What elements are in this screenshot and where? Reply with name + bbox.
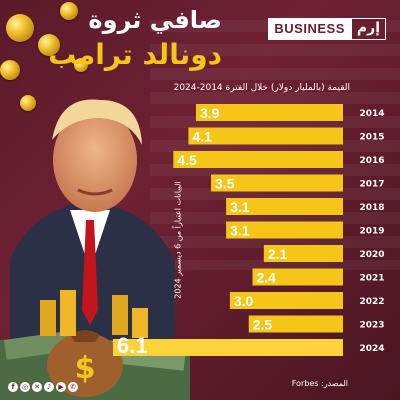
tiktok-icon[interactable]: ♪ (44, 382, 54, 392)
bar-value-label: 4.1 (192, 129, 212, 145)
year-label: 2021 (359, 274, 384, 284)
bar-value-label: 3.1 (230, 223, 250, 239)
brand-logo: BUSINESS إرم (268, 18, 386, 40)
title-line-2: دونالد ترامب (48, 38, 222, 71)
coin-decoration (6, 14, 34, 42)
year-label: 2016 (359, 156, 384, 166)
x-icon[interactable]: ✕ (32, 382, 42, 392)
coin-decoration (20, 95, 36, 111)
facebook-icon[interactable]: f (8, 382, 18, 392)
coin-decoration (38, 34, 60, 56)
bar-2018 (226, 198, 343, 215)
coin-decoration (74, 58, 88, 72)
year-label: 2020 (359, 250, 384, 260)
social-icons: f ◎ ✕ ♪ ▶ ✆ (8, 382, 78, 392)
bar-2014 (195, 104, 343, 121)
year-label: 2017 (359, 180, 384, 190)
bar-2016 (173, 151, 343, 168)
bar-value-label: 4.5 (177, 152, 197, 168)
bar-value-label: 2.1 (268, 246, 288, 262)
svg-text:$: $ (75, 351, 96, 386)
bar-2023 (248, 315, 343, 333)
year-label: 2018 (359, 203, 384, 213)
year-label: 2022 (359, 297, 384, 307)
bar-2019 (226, 221, 343, 239)
date-note: البيانات اعتباراً من 6 ديسمبر 2024 (173, 181, 183, 299)
year-label: 2019 (359, 227, 384, 237)
youtube-icon[interactable]: ▶ (56, 382, 66, 392)
bar-value-label: 3.9 (200, 105, 220, 121)
bar-2022 (229, 292, 343, 309)
year-label: 2023 (359, 321, 384, 331)
bar-2015 (188, 127, 343, 145)
bar-2021 (252, 268, 343, 286)
bar-2024 (113, 339, 343, 356)
bar-value-label: 2.5 (253, 317, 273, 333)
year-label: 2014 (359, 109, 384, 119)
coin-decoration (0, 60, 20, 80)
bar-value-label: 6.1 (117, 333, 148, 358)
brand-iram-logo: إرم (350, 18, 386, 40)
coin-decoration (60, 2, 78, 20)
bar-value-label: 2.4 (257, 270, 277, 286)
brand-business-label: BUSINESS (268, 18, 351, 40)
source-label: المصدر: Forbes (291, 379, 348, 388)
whatsapp-icon[interactable]: ✆ (68, 382, 78, 392)
year-label: 2024 (359, 344, 384, 354)
bar-value-label: 3.0 (234, 293, 254, 309)
year-label: 2015 (359, 133, 384, 143)
instagram-icon[interactable]: ◎ (20, 382, 30, 392)
bar-2020 (263, 245, 343, 262)
bar-value-label: 3.5 (215, 176, 235, 192)
title-line-1: صافي ثروة (88, 6, 222, 34)
chart-subtitle: القيمة (بالمليار دولار) خلال الفترة 2014… (173, 83, 350, 93)
bar-value-label: 3.1 (230, 199, 250, 215)
bar-2017 (211, 174, 343, 192)
